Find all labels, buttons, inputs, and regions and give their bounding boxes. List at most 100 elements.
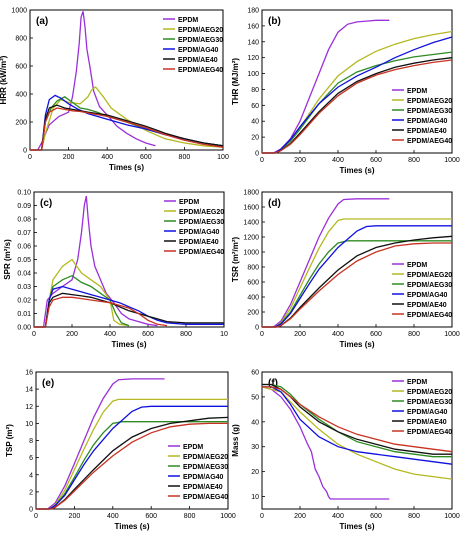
x-tick-label: 400 (332, 157, 344, 164)
panel-label: (c) (40, 198, 52, 209)
plot-frame (261, 371, 453, 510)
legend-entry: EPDM/AG40 (178, 47, 219, 54)
legend-entry: EPDM/AE40 (407, 419, 447, 426)
x-tick-label: 800 (408, 331, 420, 338)
chart-panel-4: 0 200 400 600 800 1000 0 200 400 600 800 1000 1200 14… (231, 190, 460, 350)
legend-entry: EPDM (407, 88, 427, 95)
legend-entry: EPDM/AEG40 (407, 429, 452, 436)
x-axis-label: Times (s) (340, 522, 375, 531)
y-tick-label: 10 (251, 494, 259, 501)
legend-entry: EPDM/AE40 (407, 128, 447, 135)
x-tick-label: 600 (142, 331, 154, 338)
y-tick-label: 120 (247, 55, 259, 62)
y-tick-label: 10 (25, 421, 33, 428)
y-tick-label: 0 (23, 148, 27, 155)
legend-entry: EPDM/AE40 (179, 239, 219, 246)
y-tick-label: 1400 (243, 220, 259, 227)
y-tick-label: 4 (29, 472, 33, 479)
series-line-epdm-aeg40 (262, 59, 453, 154)
y-tick-label: 0.01 (17, 311, 31, 318)
series-line-epdm-aeg20 (30, 86, 224, 151)
y-tick-label: 0.10 (17, 190, 31, 197)
x-tick-label: 200 (294, 331, 306, 338)
x-tick-label: 800 (408, 513, 420, 520)
x-tick-label: 800 (180, 331, 192, 338)
x-axis-label: Times (s) (112, 340, 147, 349)
x-tick-label: 400 (332, 331, 344, 338)
series-line-epdm-aeg20 (262, 218, 452, 328)
y-tick-label: 0.07 (17, 230, 31, 237)
legend-entry: EPDM/AEG20 (407, 98, 452, 105)
x-tick-label: 400 (107, 513, 119, 520)
y-tick-label: 16 (25, 370, 33, 377)
x-tick-label: 1000 (444, 513, 460, 520)
legend-entry: EPDM/AEG40 (407, 312, 452, 319)
series-line-epdm-aeg40 (30, 107, 224, 151)
series-line-epdm (262, 19, 390, 154)
panel-label: (f) (268, 378, 278, 389)
y-tick-label: 0.06 (17, 244, 31, 251)
y-tick-label: 40 (251, 119, 259, 126)
legend-entry: EPDM (407, 379, 427, 386)
x-tick-label: 1000 (444, 157, 460, 164)
y-tick-label: 2 (29, 489, 33, 496)
series-line-epdm-ag40 (262, 36, 453, 154)
chart-panel-6: 0 200 400 600 800 1000 10 20 30 40 50 60 Times (s) Ma… (231, 370, 460, 532)
chart-panel-2: 0 200 400 600 800 1000 0 20 40 60 80 100 120 140 160 18… (231, 8, 460, 176)
x-tick-label: 0 (260, 157, 264, 164)
legend-entry: EPDM/AG40 (407, 409, 448, 416)
panel-label: (b) (268, 16, 281, 27)
series-line-epdm-ae40 (30, 104, 224, 151)
legend-entry: EPDM/AG40 (183, 474, 224, 481)
legend-entry: EPDM/AEG30 (407, 108, 452, 115)
y-tick-label: 200 (247, 310, 259, 317)
legend-entry: EPDM/AEG40 (179, 249, 224, 256)
y-tick-label: 6 (29, 455, 33, 462)
x-tick-label: 600 (145, 513, 157, 520)
y-axis-label: SPR (m²/s) (3, 239, 12, 280)
y-tick-label: 1800 (243, 190, 259, 197)
y-tick-label: 600 (247, 280, 259, 287)
x-tick-label: 800 (179, 154, 191, 161)
x-tick-label: 100 (217, 154, 229, 161)
chart-panel-5: 0 200 400 600 800 1000 0 2 4 6 8 10 12 14 16 Times (s) T… (5, 370, 236, 532)
y-tick-label: 0.03 (17, 284, 31, 291)
y-tick-label: 800 (247, 265, 259, 272)
series-line-epdm-ae40 (34, 292, 224, 328)
y-tick-label: 100 (247, 71, 259, 78)
series-line-epdm-aeg20 (34, 258, 130, 328)
panel-label: (e) (42, 378, 54, 389)
series-line-epdm-ag40 (262, 225, 452, 328)
series-line-epdm-aeg40 (34, 296, 168, 328)
y-tick-label: 160 (247, 23, 259, 30)
y-tick-label: 0.00 (17, 325, 31, 332)
x-tick-label: 0 (28, 154, 32, 161)
plot-frame (29, 9, 224, 151)
y-tick-label: 1000 (11, 8, 27, 15)
legend-entry: EPDM (178, 17, 198, 24)
series-line-epdm-aeg40 (262, 242, 452, 328)
legend-entry: EPDM/AEG20 (407, 389, 452, 396)
x-axis-label: Times (s) (340, 340, 375, 349)
y-tick-label: 14 (25, 387, 33, 394)
x-tick-label: 800 (408, 157, 420, 164)
y-tick-label: 1200 (243, 235, 259, 242)
legend-entry: EPDM/AG40 (407, 292, 448, 299)
legend-entry: EPDM/AEG30 (183, 464, 228, 471)
series-line-epdm (262, 198, 390, 328)
y-tick-label: 400 (247, 295, 259, 302)
y-tick-label: 40 (251, 419, 259, 426)
x-tick-label: 0 (260, 513, 264, 520)
legend-entry: EPDM/AEG20 (178, 27, 223, 34)
legend-entry: EPDM/AEG40 (407, 138, 452, 145)
y-tick-label: 180 (247, 8, 259, 15)
x-tick-label: 1000 (220, 513, 236, 520)
x-axis-label: Times (s) (340, 166, 375, 175)
legend-entry: EPDM/AEG40 (178, 67, 223, 74)
y-tick-label: 0.05 (17, 257, 31, 264)
y-tick-label: 800 (15, 36, 27, 43)
y-tick-label: 0 (29, 507, 33, 514)
series-line-epdm (30, 11, 156, 151)
legend-entry: EPDM/AEG30 (407, 399, 452, 406)
